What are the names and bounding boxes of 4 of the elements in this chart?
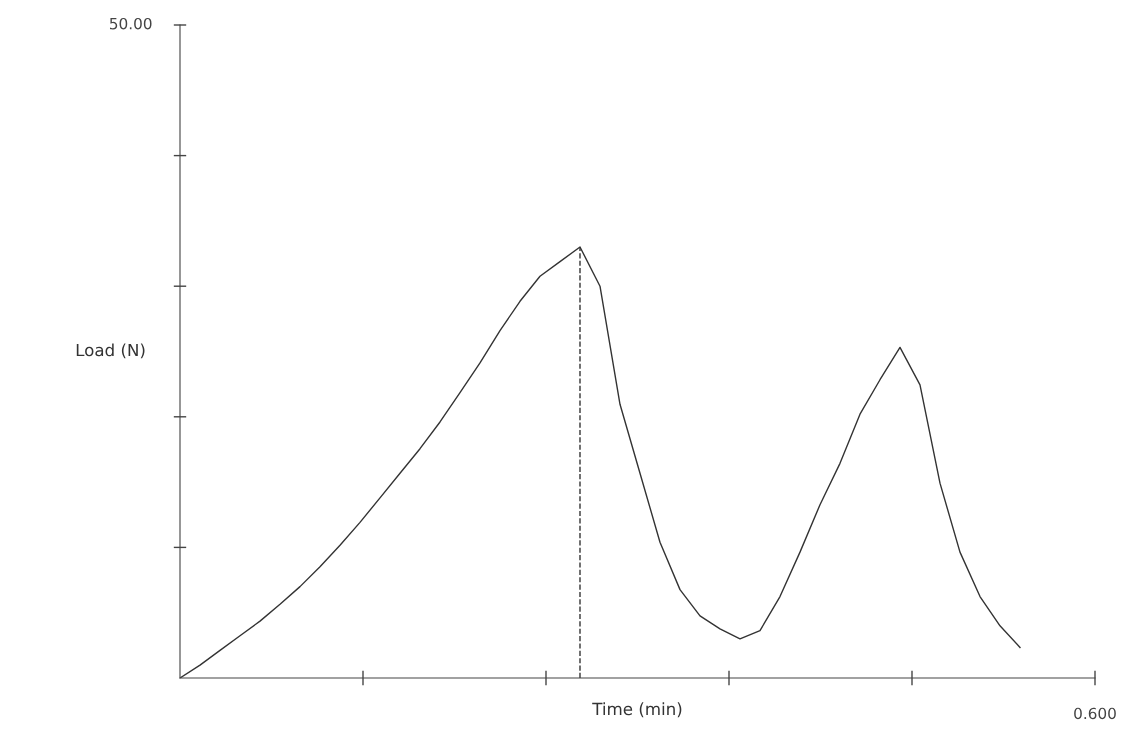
y-axis-title: Load (N) (76, 343, 145, 359)
x-axis-title: Time (min) (592, 702, 682, 718)
text: 0.600 (1074, 707, 1116, 720)
text: 50.00 (109, 17, 152, 30)
